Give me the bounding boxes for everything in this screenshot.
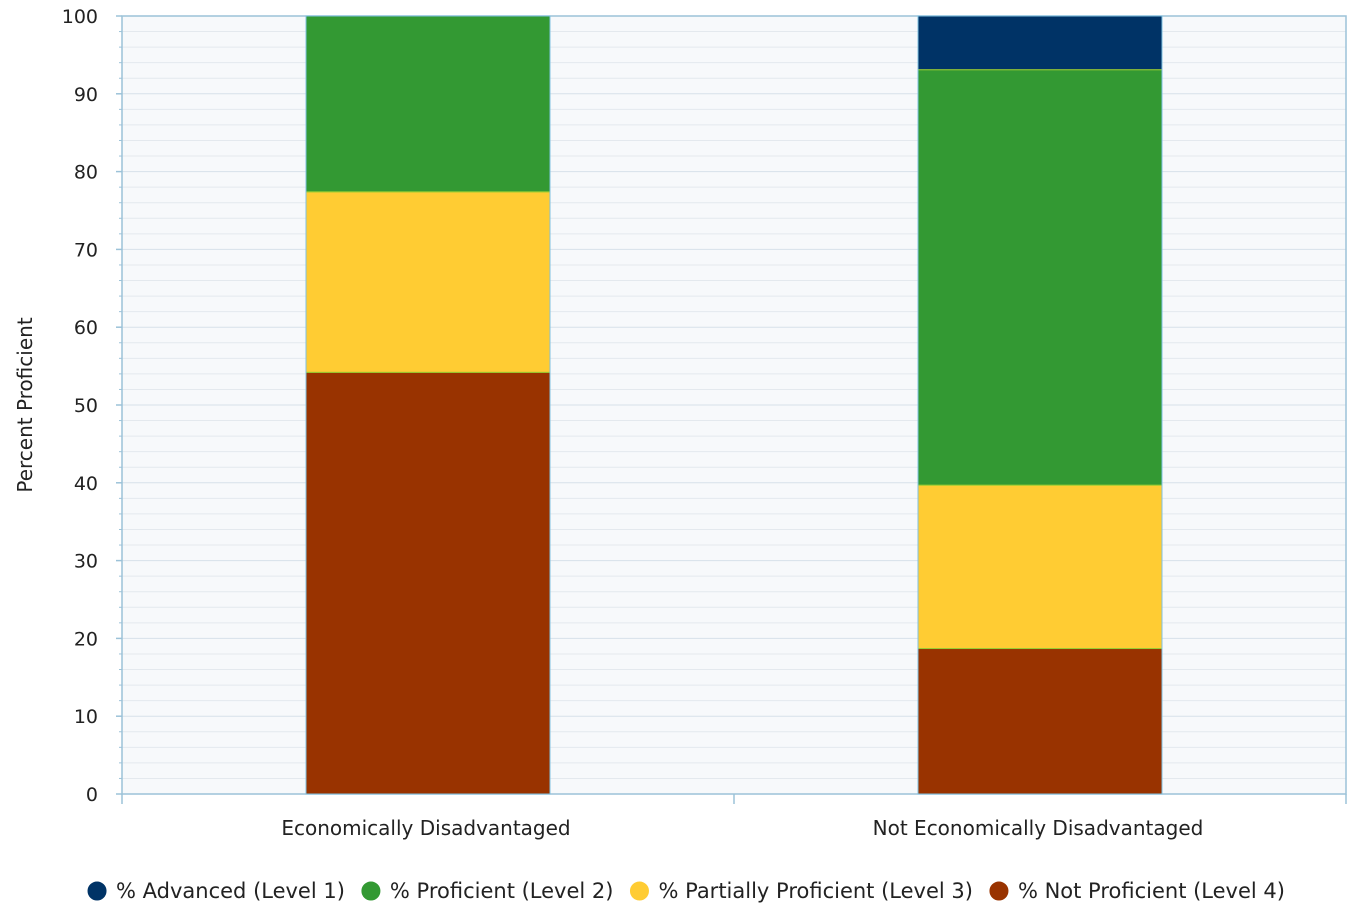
y-tick-label: 40 [74,473,98,495]
bar-segment[interactable] [305,15,551,193]
y-tick-label: 80 [74,162,98,184]
y-tick-label: 0 [86,784,98,806]
y-tick-label: 90 [74,84,98,106]
legend: % Advanced (Level 1) % Proficient (Level … [86,879,1285,903]
y-tick-label: 70 [74,239,98,261]
bar-segment[interactable] [917,15,1163,71]
bars [305,15,1163,795]
x-tick-label: Economically Disadvantaged [281,816,570,840]
legend-marker [988,880,1010,902]
legend-marker [86,880,108,902]
bar-outline [305,15,551,795]
legend-label: % Partially Proficient (Level 3) [658,879,972,903]
bar-outline [917,15,1163,795]
legend-label: % Advanced (Level 1) [116,879,345,903]
bar-segment[interactable] [305,191,551,373]
legend-item[interactable]: % Advanced (Level 1) [86,879,345,903]
legend-item[interactable]: % Not Proficient (Level 4) [988,879,1285,903]
y-tick-label: 100 [62,6,98,28]
y-tick-label: 30 [74,551,98,573]
y-axis: 0 10 20 30 40 50 60 70 80 90 100 [62,6,122,806]
x-axis: Economically Disadvantaged Not Economical… [121,794,1347,840]
legend-item[interactable]: % Partially Proficient (Level 3) [628,879,973,903]
legend-marker [628,880,650,902]
y-tick-label: 50 [74,395,98,417]
x-tick-label: Not Economically Disadvantaged [873,816,1204,840]
bar-segment[interactable] [917,69,1163,486]
y-tick-label: 20 [74,628,98,650]
legend-item[interactable]: % Proficient (Level 2) [360,879,614,903]
y-axis-title: Percent Proficient [13,317,37,492]
y-tick-label: 10 [74,706,98,728]
legend-label: % Not Proficient (Level 4) [1018,879,1285,903]
bar-segment[interactable] [305,371,551,795]
bar-segment[interactable] [917,648,1163,795]
legend-label: % Proficient (Level 2) [390,879,614,903]
y-tick-label: 60 [74,317,98,339]
bar-segment[interactable] [917,484,1163,650]
legend-marker [360,880,382,902]
